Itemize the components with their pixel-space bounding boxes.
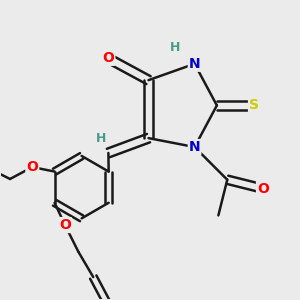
Text: O: O <box>59 218 71 232</box>
Text: N: N <box>189 140 200 154</box>
Text: N: N <box>189 57 200 71</box>
Text: H: H <box>170 41 181 54</box>
Text: O: O <box>257 182 269 196</box>
Text: H: H <box>96 132 106 145</box>
Text: S: S <box>249 98 259 112</box>
Text: O: O <box>103 51 114 65</box>
Text: O: O <box>26 160 38 174</box>
